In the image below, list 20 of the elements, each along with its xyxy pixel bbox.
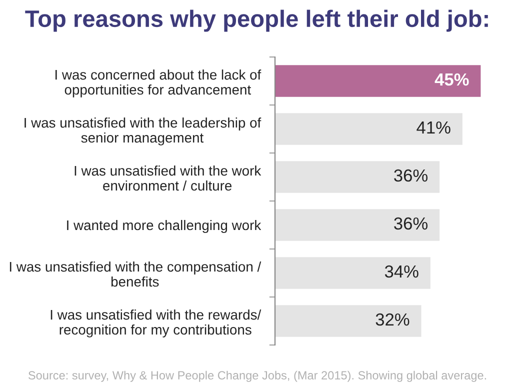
y-tick-label: I wanted more challenging work [67,220,262,233]
bar [275,305,422,337]
data-label: 45% [434,73,469,86]
data-label: 32% [376,313,410,326]
data-label: 41% [416,121,450,134]
bar [275,257,430,289]
bar [275,113,462,145]
y-tick-label: I was concerned about the lack of opportunities for advancement [55,69,262,98]
y-tick-label: I was unsatisfied with the work environment / culture [74,165,262,191]
source-note: Source: survey, Why & How People Change Jobs, (Mar 2015). Showing global average. [28,370,486,382]
y-tick-label: I was unsatisfied with the compensation / benefits [10,261,262,287]
bar [275,65,481,97]
y-tick-label: I was unsatisfied with the leadership of senior management [24,117,262,146]
y-tick-label: I was unsatisfied with the rewards/ recognition for my contributions [50,309,262,338]
bar [275,161,440,193]
chart-title: Top reasons why people left their old job: [25,10,488,32]
bar [275,209,440,241]
data-label: 36% [394,169,428,182]
data-label: 36% [394,217,428,230]
data-label: 34% [384,265,418,278]
